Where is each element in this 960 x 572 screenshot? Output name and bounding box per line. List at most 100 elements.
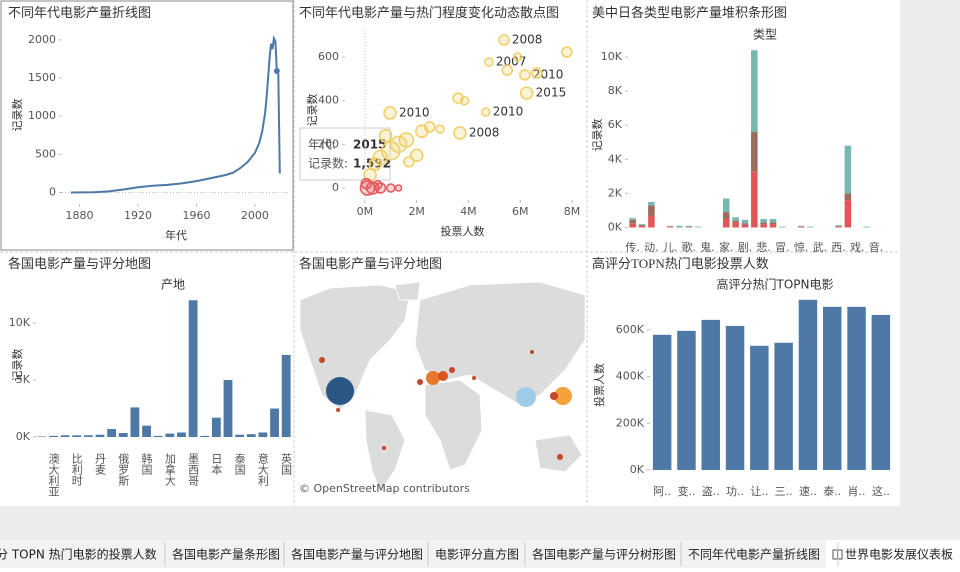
- bar: [235, 435, 244, 437]
- bar: [49, 436, 58, 437]
- x-tick-label: 惊.: [794, 240, 809, 254]
- bar-segment: [845, 193, 852, 200]
- x-tick-label: 比利时: [70, 453, 83, 486]
- y-axis-label: 记录数: [306, 94, 319, 127]
- y-tick-label: 400: [318, 94, 339, 107]
- bar: [282, 355, 291, 437]
- tab[interactable]: 分 TOPN 热门电影的投票人数: [0, 547, 157, 562]
- x-tick-label: 6M: [512, 205, 529, 218]
- point: [404, 157, 414, 167]
- y-tick-label: 0: [49, 186, 56, 199]
- point: [454, 127, 466, 139]
- point: [380, 130, 392, 142]
- y-tick-label: 0K: [16, 430, 31, 443]
- bar: [165, 434, 174, 437]
- point: [562, 47, 572, 57]
- point: [485, 58, 493, 66]
- x-tick-label: 戏.: [850, 241, 865, 254]
- bar-segment: [835, 226, 842, 227]
- bar: [119, 433, 128, 437]
- bar: [726, 326, 744, 470]
- point: [532, 68, 542, 78]
- x-tick-label: 加拿大: [163, 453, 176, 486]
- bar: [823, 307, 841, 470]
- bar-segment: [770, 224, 777, 227]
- tab[interactable]: 世界电影发展仪表板: [845, 547, 953, 562]
- y-tick-label: 1500: [28, 71, 56, 84]
- bar-segment: [742, 223, 749, 225]
- bar-segment: [732, 222, 739, 227]
- bar: [107, 429, 116, 437]
- bar-segment: [732, 221, 739, 223]
- y-tick-label: 4K: [608, 152, 623, 165]
- y-tick-label: 1000: [28, 109, 56, 122]
- y-tick-label: 600K: [616, 323, 645, 336]
- bar-segment: [667, 226, 674, 227]
- bar-segment: [723, 212, 730, 219]
- bar: [142, 426, 151, 437]
- bar: [653, 335, 671, 470]
- bar-segment: [770, 222, 777, 224]
- tab[interactable]: 各国电影产量与评分树形图: [532, 547, 676, 562]
- tab[interactable]: 各国电影产量与评分地图: [291, 547, 423, 562]
- point: [369, 158, 381, 170]
- y-tick-label: 8K: [608, 84, 623, 97]
- bar: [200, 436, 209, 437]
- panel-title: 各国电影产量与评分地图: [299, 256, 442, 271]
- tab[interactable]: 电影评分直方图: [435, 547, 519, 562]
- bar-segment: [648, 216, 655, 228]
- map-attribution: © OpenStreetMap contributors: [299, 482, 470, 495]
- x-tick-label: 澳大利亚: [47, 453, 60, 497]
- point: [416, 125, 428, 137]
- point: [520, 70, 530, 80]
- point-label: 2010: [399, 105, 430, 119]
- bar-segment: [742, 220, 749, 223]
- y-tick-label: 0K: [630, 463, 645, 476]
- y-tick-label: 0K: [608, 220, 623, 233]
- x-tick-label: 速..: [799, 485, 817, 498]
- highlight-point: [274, 68, 280, 74]
- x-tick-label: 传.: [625, 241, 640, 254]
- x-tick-label: 1880: [66, 209, 94, 222]
- x-tick-label: 变..: [677, 484, 695, 498]
- point: [502, 65, 512, 75]
- panel-header: 产地: [161, 278, 185, 292]
- x-tick-label: 2M: [408, 205, 425, 218]
- bar: [130, 407, 139, 437]
- y-tick-label: 6K: [608, 118, 623, 131]
- bar: [872, 315, 890, 470]
- x-tick-label: 武.: [813, 241, 828, 254]
- bar: [270, 409, 279, 437]
- x-tick-label: 1920: [124, 209, 152, 222]
- bar: [61, 435, 70, 437]
- bar-segment: [639, 224, 646, 225]
- tab[interactable]: 不同年代电影产量折线图: [688, 547, 820, 562]
- tab[interactable]: 各国电影产量条形图: [172, 547, 280, 562]
- bar: [702, 320, 720, 470]
- bar-segment: [751, 132, 758, 171]
- x-tick-label: 悲.: [756, 240, 771, 254]
- x-tick-label: 儿.: [663, 241, 678, 254]
- bar: [258, 432, 267, 437]
- y-axis-label: 记录数: [11, 99, 24, 132]
- panel-title: 高评分TOPN热门电影投票人数: [592, 256, 769, 271]
- x-tick-label: 8M: [564, 205, 581, 218]
- point-label: 2015: [536, 86, 567, 100]
- bar-segment: [751, 50, 758, 132]
- panel-title: 各国电影产量与评分地图: [8, 256, 151, 271]
- panel-header: 高评分热门TOPN电影: [717, 277, 834, 292]
- point: [387, 184, 395, 192]
- bar-segment: [648, 205, 655, 215]
- x-tick-label: 盗..: [702, 485, 720, 498]
- y-axis-label: 记录数: [591, 119, 604, 152]
- panel-header: 类型: [753, 28, 777, 42]
- x-tick-label: 家.: [719, 240, 734, 254]
- point: [396, 185, 402, 191]
- x-tick-label: 肖..: [848, 484, 866, 498]
- y-tick-label: 600: [318, 50, 339, 63]
- bar-segment: [798, 226, 805, 227]
- bar-segment: [648, 202, 655, 205]
- bar-segment: [845, 200, 852, 227]
- bar-segment: [835, 225, 842, 226]
